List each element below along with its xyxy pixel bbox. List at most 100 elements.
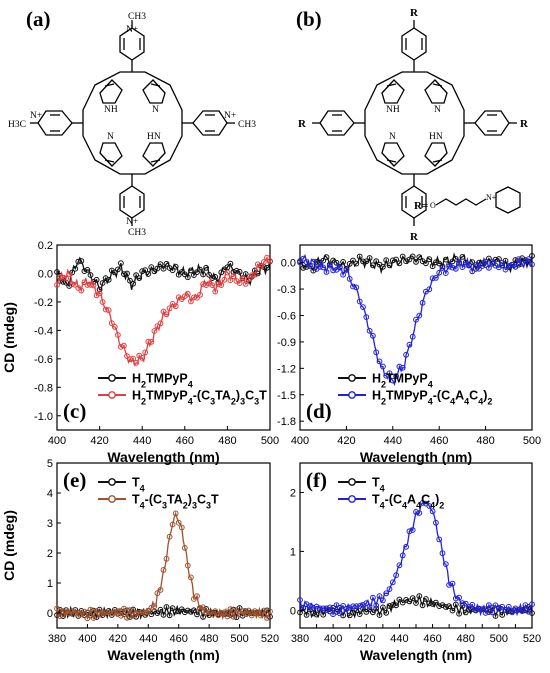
data-point xyxy=(429,275,436,282)
data-point xyxy=(323,254,330,261)
data-point xyxy=(175,519,182,526)
data-point xyxy=(376,612,383,618)
data-point xyxy=(157,606,164,613)
data-point xyxy=(492,613,499,619)
data-point xyxy=(203,609,210,616)
y-tick-label: -1.5 xyxy=(277,390,296,402)
data-point xyxy=(399,253,406,260)
data-point xyxy=(264,615,270,621)
data-point xyxy=(389,602,396,608)
data-point xyxy=(121,342,127,349)
legend-label-d-1: H2TMPyP4-(C4A4C4)2 xyxy=(372,389,492,407)
y-tick-label: 0.0 xyxy=(38,268,53,280)
x-tick-label: 400 xyxy=(78,633,96,645)
data-point xyxy=(75,258,82,265)
data-point xyxy=(469,268,476,275)
data-point xyxy=(209,282,216,289)
data-point xyxy=(373,602,380,609)
data-point xyxy=(63,275,69,282)
data-point xyxy=(264,254,270,261)
legend-marker-d-0 xyxy=(348,374,356,382)
data-point xyxy=(188,267,194,274)
data-point xyxy=(93,608,100,614)
data-point xyxy=(218,609,225,616)
data-point xyxy=(489,609,496,616)
data-point xyxy=(172,303,179,310)
legend-label-c-1: H2TMPyP4-(C3TA2)3C3T xyxy=(132,389,267,407)
data-point xyxy=(446,582,453,588)
data-point xyxy=(416,510,423,516)
data-point xyxy=(399,552,406,559)
data-point xyxy=(60,608,66,615)
data-point xyxy=(436,260,443,267)
data-point xyxy=(496,264,502,271)
structure-a-top-nitrogen: N+ xyxy=(126,25,138,35)
data-point xyxy=(160,611,167,618)
data-point xyxy=(172,608,179,615)
legend-label-f-0: T4 xyxy=(372,476,385,494)
data-point xyxy=(227,277,234,284)
y-tick-label: 4 xyxy=(47,488,53,500)
structure-a-left-methyl: H3C xyxy=(8,120,26,130)
data-point xyxy=(307,263,313,269)
data-point xyxy=(452,256,459,262)
data-point xyxy=(426,503,433,509)
series-line-e-1 xyxy=(56,511,271,621)
series-d-0 xyxy=(297,252,535,275)
x-tick-label: 460 xyxy=(430,435,448,447)
data-point xyxy=(72,281,79,288)
data-point xyxy=(224,269,231,276)
data-point xyxy=(200,271,207,278)
data-point xyxy=(433,275,439,281)
data-point xyxy=(54,605,60,612)
legend-marker-d-1 xyxy=(348,391,356,399)
data-point xyxy=(163,604,170,610)
data-point xyxy=(356,298,363,305)
data-point xyxy=(184,607,191,614)
data-point xyxy=(200,614,207,620)
panel-label-e: (e) xyxy=(63,468,86,492)
data-point xyxy=(99,610,106,617)
data-point xyxy=(69,281,76,288)
data-point xyxy=(264,264,270,271)
data-point xyxy=(340,271,347,278)
data-point xyxy=(436,536,443,543)
data-point xyxy=(248,272,255,279)
data-point xyxy=(476,605,482,612)
data-point xyxy=(505,262,512,269)
data-point xyxy=(482,258,489,265)
data-point xyxy=(396,596,403,603)
data-point xyxy=(310,258,317,265)
structure-a-top-methyl: CH3 xyxy=(128,12,146,22)
data-point xyxy=(529,610,535,616)
data-point xyxy=(449,580,456,587)
data-point xyxy=(212,274,219,280)
data-point xyxy=(333,259,340,266)
data-point xyxy=(84,615,91,622)
data-point xyxy=(111,269,118,276)
structure-a-right-methyl: CH3 xyxy=(238,120,256,130)
data-point xyxy=(396,562,403,569)
data-point xyxy=(449,264,456,271)
data-point xyxy=(108,610,115,616)
data-point xyxy=(439,550,446,557)
data-point xyxy=(446,603,453,610)
data-point xyxy=(102,306,109,313)
data-point xyxy=(212,608,219,615)
data-point xyxy=(93,276,100,283)
data-point xyxy=(303,259,310,265)
data-point xyxy=(203,282,210,289)
data-point xyxy=(317,263,323,270)
data-point xyxy=(124,353,130,360)
data-point xyxy=(236,268,243,275)
data-point xyxy=(499,603,506,610)
data-point xyxy=(206,271,213,278)
data-point xyxy=(505,603,512,610)
data-point xyxy=(393,602,400,609)
legend-label-f-1: T4-(C4A4C4)2 xyxy=(372,493,444,511)
data-point xyxy=(194,294,200,301)
data-point xyxy=(78,287,85,294)
data-point xyxy=(419,500,426,506)
x-tick-label: 480 xyxy=(200,633,218,645)
data-point xyxy=(102,609,109,616)
